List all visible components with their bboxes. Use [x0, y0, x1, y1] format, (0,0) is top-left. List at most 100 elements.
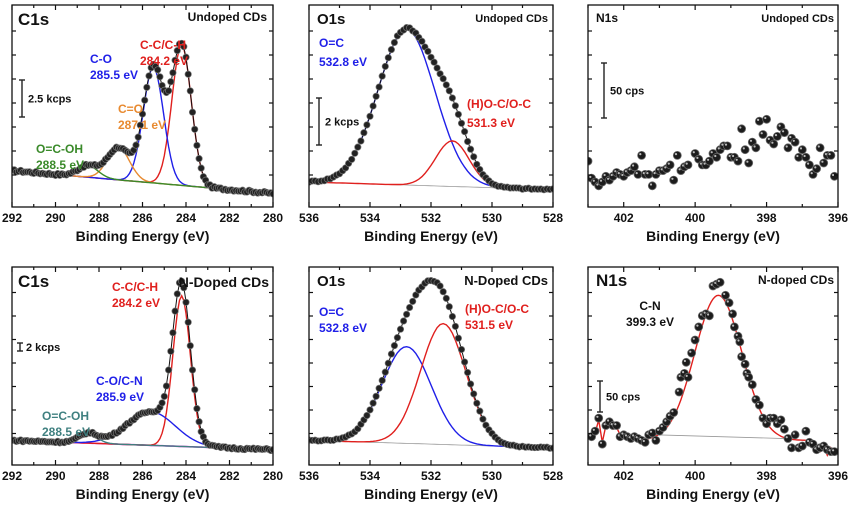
x-axis-title: Binding Energy (eV) — [364, 228, 498, 244]
data-point-highlight — [714, 154, 717, 158]
plot-area — [588, 114, 838, 191]
peak-name-label: (H)O-C/O-C — [465, 302, 529, 316]
data-point — [195, 155, 203, 163]
data-point — [396, 325, 405, 333]
panel-o1s-undoped: 536 534 532 530 528 Binding Energy (eV) O1s Und… — [299, 4, 563, 244]
x-tick-label: 398 — [757, 469, 777, 483]
data-point — [637, 150, 646, 160]
scale-bar: 50 cps — [601, 62, 644, 119]
data-point-highlight — [807, 162, 810, 165]
data-point — [473, 160, 481, 168]
data-point-highlight — [778, 417, 781, 420]
data-point-highlight — [628, 168, 631, 171]
data-point — [381, 62, 389, 70]
data-point — [145, 72, 153, 80]
data-point — [588, 156, 593, 166]
data-point — [439, 75, 447, 83]
data-point — [372, 92, 380, 100]
peak-name-label: O=C-OH — [42, 409, 89, 423]
data-point-highlight — [639, 153, 642, 156]
peak-name-label: O=C-OH — [36, 142, 83, 156]
data-point-highlight — [671, 410, 674, 413]
sample-label: N-Doped CDs — [179, 274, 269, 290]
data-point — [674, 387, 684, 397]
data-point — [733, 156, 743, 166]
data-point-highlight — [757, 402, 760, 405]
data-point — [473, 399, 481, 407]
data-point — [694, 322, 704, 332]
data-point — [369, 102, 377, 110]
data-point — [755, 116, 764, 126]
x-tick-label: 288 — [89, 469, 109, 483]
x-tick-label: 402 — [614, 211, 634, 225]
panel-n1s-undoped: 402 400 398 396 Binding Energy (eV) N1s Undope… — [587, 4, 848, 244]
data-point — [418, 37, 426, 45]
data-point — [138, 110, 147, 118]
data-point — [400, 317, 408, 325]
data-point — [439, 288, 447, 296]
data-point — [165, 366, 173, 374]
data-point-highlight — [785, 145, 788, 148]
data-point-highlight — [624, 434, 628, 437]
data-point — [372, 392, 380, 400]
data-point — [780, 128, 789, 138]
data-point — [357, 137, 365, 145]
peak-name-label: O=C — [319, 305, 344, 319]
data-point-highlight — [717, 147, 720, 150]
data-point-highlight — [814, 166, 817, 169]
data-point — [160, 392, 168, 400]
data-point — [378, 376, 386, 384]
data-point-highlight — [764, 116, 767, 120]
data-point — [173, 290, 181, 298]
data-point-highlight — [649, 430, 653, 433]
data-point-highlight — [682, 371, 685, 374]
data-point-highlight — [749, 382, 753, 385]
data-point — [647, 181, 657, 191]
data-point — [384, 359, 392, 367]
data-point — [724, 298, 734, 308]
data-point-highlight — [739, 354, 742, 357]
panel-title: C1s — [18, 10, 49, 29]
data-point — [590, 426, 600, 436]
x-tick-label: 528 — [543, 469, 563, 483]
data-point — [156, 73, 164, 81]
data-point — [790, 430, 800, 440]
data-point-highlight — [799, 147, 803, 150]
data-point — [751, 143, 761, 153]
data-point-highlight — [649, 183, 653, 186]
data-point-highlight — [832, 173, 835, 177]
data-point-highlight — [657, 168, 660, 171]
data-point-highlight — [803, 428, 806, 431]
data-point-highlight — [703, 162, 706, 165]
x-tick-label: 288 — [89, 211, 109, 225]
panel-c1s-undoped: 292 290 288 286 284 282 280 Binding Energy (eV)… — [2, 4, 283, 244]
data-point-highlight — [737, 339, 740, 342]
x-tick-label: 284 — [176, 211, 196, 225]
data-point — [442, 294, 450, 302]
data-point-highlight — [689, 350, 692, 353]
data-point-highlight — [621, 173, 624, 177]
data-point — [690, 335, 700, 345]
data-point — [387, 350, 395, 358]
data-point-highlight — [617, 172, 620, 175]
data-point — [433, 64, 441, 72]
data-point — [812, 164, 821, 174]
data-point — [737, 352, 746, 362]
data-point — [154, 66, 162, 74]
data-point-highlight — [760, 132, 763, 135]
sample-label: N-Doped CDs — [464, 273, 548, 288]
data-point — [193, 405, 201, 413]
x-tick-label: 280 — [263, 211, 283, 225]
scale-bar-label: 2 kcps — [26, 342, 60, 354]
component-o-c-line — [309, 345, 553, 449]
data-point — [747, 380, 757, 390]
data-point-highlight — [753, 145, 756, 148]
data-point-highlight — [692, 151, 695, 154]
scale-bar-label: 2.5 kcps — [28, 94, 71, 106]
data-point-highlight — [667, 413, 670, 416]
data-point — [448, 94, 456, 102]
data-point-highlight — [696, 324, 699, 327]
x-tick-label: 528 — [543, 211, 563, 225]
data-point-highlight — [676, 389, 679, 392]
data-point — [762, 114, 771, 124]
